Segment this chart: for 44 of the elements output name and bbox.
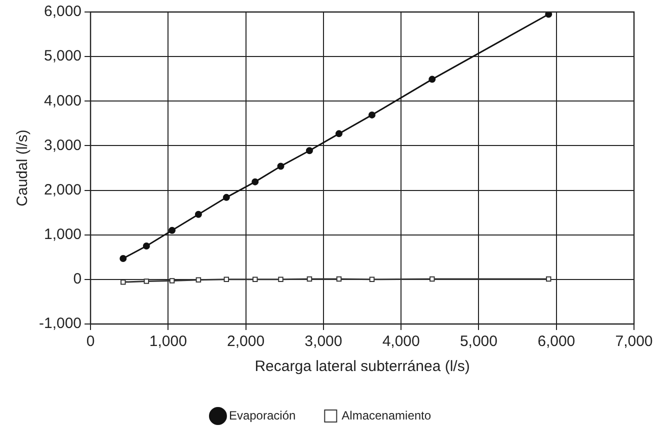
point bbox=[222, 194, 230, 201]
point bbox=[430, 276, 435, 282]
point bbox=[224, 276, 230, 282]
point bbox=[142, 242, 150, 250]
x-tick-label: 0 bbox=[86, 333, 95, 350]
point bbox=[278, 276, 284, 282]
x-tick-label: 6,000 bbox=[538, 333, 576, 350]
legend-label: Almacenamiento bbox=[342, 408, 432, 422]
point bbox=[306, 276, 312, 282]
y-tick-label: 1,000 bbox=[44, 226, 82, 243]
y-tick-label: 3,000 bbox=[44, 136, 82, 154]
point bbox=[428, 76, 436, 83]
point bbox=[120, 254, 127, 262]
point bbox=[196, 277, 202, 282]
point bbox=[252, 178, 259, 186]
point bbox=[335, 130, 342, 138]
legend-label: Evaporación bbox=[228, 408, 296, 422]
y-tick-label: 4,000 bbox=[44, 92, 82, 110]
x-tick-label: 4,000 bbox=[382, 333, 420, 350]
y-tick-label: 2,000 bbox=[44, 181, 82, 198]
point bbox=[144, 278, 150, 284]
x-tick-label: 7,000 bbox=[615, 333, 653, 350]
point bbox=[368, 111, 376, 118]
point bbox=[252, 276, 258, 282]
point bbox=[545, 12, 552, 18]
point bbox=[194, 210, 202, 218]
y-axis-title: Caudal (l/s) bbox=[14, 130, 32, 206]
y-tick-label: 5,000 bbox=[44, 48, 82, 65]
y-tick-label: 6,000 bbox=[44, 3, 82, 20]
y-tick-label: 0 bbox=[73, 270, 82, 288]
point bbox=[120, 279, 126, 285]
point bbox=[369, 276, 375, 282]
point bbox=[306, 147, 313, 154]
x-tick-label: 3,000 bbox=[304, 333, 342, 350]
point bbox=[546, 276, 552, 282]
x-tick-label: 1,000 bbox=[149, 333, 187, 350]
point bbox=[277, 162, 284, 170]
x-tick-label: 2,000 bbox=[227, 333, 265, 350]
x-axis-title: Recarga lateral subterránea (l/s) bbox=[254, 358, 470, 376]
point bbox=[336, 276, 342, 282]
x-tick-label: 5,000 bbox=[460, 333, 498, 350]
point bbox=[168, 226, 176, 234]
y-tick-label: -1,000 bbox=[38, 315, 82, 332]
point bbox=[169, 278, 175, 284]
